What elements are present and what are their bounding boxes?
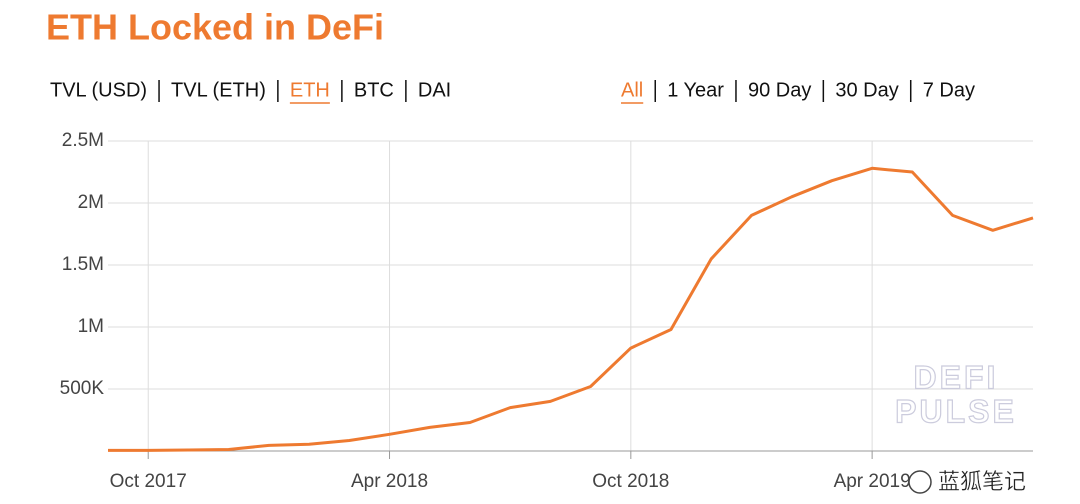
credit: 蓝狐笔记: [938, 469, 1026, 494]
tab[interactable]: 7 Day: [923, 79, 975, 101]
tab[interactable]: All: [621, 79, 643, 101]
y-tick-label: 1M: [78, 316, 104, 337]
line: [108, 166, 1034, 452]
y-tick-label: 500K: [60, 378, 105, 399]
tab[interactable]: TVL (ETH): [171, 79, 266, 101]
credit-icon: [908, 470, 932, 494]
x-tick-label: Oct 2017: [110, 471, 187, 492]
tab[interactable]: 1 Year: [667, 79, 724, 101]
chart-title: ETH Locked in DeFi: [46, 7, 384, 48]
y-tick-label: 2.5M: [62, 130, 104, 151]
tab[interactable]: TVL (USD): [50, 79, 147, 101]
x-tick-label: Apr 2019: [834, 471, 911, 492]
y-tick-label: 2M: [78, 192, 104, 213]
tab[interactable]: ETH: [290, 79, 330, 101]
tab[interactable]: BTC: [354, 79, 394, 101]
tab[interactable]: 90 Day: [748, 79, 811, 101]
tab[interactable]: DAI: [418, 79, 451, 101]
watermark: PULSE: [895, 393, 1017, 429]
y-tick-label: 1.5M: [62, 254, 104, 275]
x-tick-label: Oct 2018: [592, 471, 669, 492]
watermark: DEFI: [914, 359, 999, 395]
tab[interactable]: 30 Day: [835, 79, 898, 101]
x-tick-label: Apr 2018: [351, 471, 428, 492]
